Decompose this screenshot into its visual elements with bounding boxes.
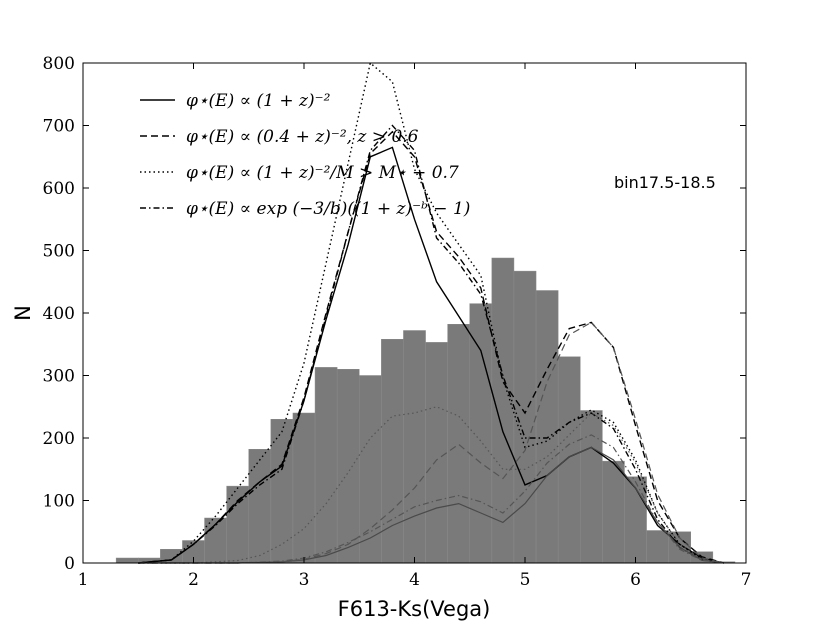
legend-label: φ⋆(E) ∝ (0.4 + z)⁻², z > 0.6 bbox=[186, 127, 419, 147]
legend-label: φ⋆(E) ∝ exp (−3/b)((1 + z)⁻ᵇ − 1) bbox=[186, 199, 470, 219]
histogram-bar bbox=[359, 375, 382, 564]
x-tick-label: 5 bbox=[520, 570, 531, 590]
y-axis-ticks: 0 100 200 300 400 500 600 700 800 bbox=[43, 54, 746, 574]
legend: φ⋆(E) ∝ (1 + z)⁻² φ⋆(E) ∝ (0.4 + z)⁻², z … bbox=[140, 91, 470, 219]
x-tick-label: 4 bbox=[409, 570, 420, 590]
histogram-bars bbox=[115, 257, 736, 564]
y-tick-label: 600 bbox=[43, 179, 75, 199]
histogram-bar bbox=[403, 330, 426, 564]
histogram-bar bbox=[535, 290, 559, 564]
x-tick-label: 2 bbox=[188, 570, 199, 590]
histogram-bar bbox=[226, 485, 249, 564]
series-line-5 bbox=[138, 321, 725, 564]
x-axis-label: F613-Ks(Vega) bbox=[338, 597, 491, 621]
histogram-bar bbox=[447, 324, 470, 564]
histogram-bar bbox=[469, 303, 493, 564]
histogram-bar bbox=[248, 449, 272, 564]
x-tick-label: 1 bbox=[78, 570, 89, 590]
series-line-0 bbox=[138, 146, 725, 564]
series-line-3 bbox=[138, 124, 724, 564]
histogram-bar bbox=[646, 530, 669, 564]
y-tick-label: 700 bbox=[43, 117, 75, 137]
x-tick-label: 6 bbox=[630, 570, 641, 590]
bin-annotation: bin17.5-18.5 bbox=[614, 173, 716, 192]
series-line-4 bbox=[138, 446, 724, 564]
y-tick-label: 400 bbox=[43, 304, 75, 324]
legend-label: φ⋆(E) ∝ (1 + z)⁻² bbox=[186, 91, 331, 111]
histogram-bar bbox=[624, 476, 647, 564]
legend-label: φ⋆(E) ∝ (1 + z)⁻²/M > M⋆ − 0.7 bbox=[186, 163, 459, 183]
x-tick-label: 3 bbox=[299, 570, 310, 590]
histogram-bar bbox=[292, 412, 316, 564]
histogram-bar bbox=[425, 342, 448, 564]
y-tick-label: 100 bbox=[43, 492, 75, 512]
series-line-6 bbox=[138, 406, 724, 564]
y-tick-label: 200 bbox=[43, 429, 75, 449]
y-tick-label: 300 bbox=[43, 367, 75, 387]
y-axis-label: N bbox=[11, 305, 35, 321]
histogram-bar bbox=[491, 257, 515, 564]
histogram-bar bbox=[115, 557, 139, 564]
series-line-7 bbox=[138, 434, 724, 564]
histogram-bar bbox=[557, 356, 581, 564]
histogram-bar bbox=[580, 410, 603, 564]
model-curves bbox=[138, 61, 725, 564]
histogram-bar bbox=[336, 369, 360, 564]
series-line-1 bbox=[138, 130, 725, 564]
x-tick-label: 7 bbox=[741, 570, 752, 590]
histogram-bar bbox=[314, 367, 338, 564]
histogram-bar bbox=[602, 460, 625, 564]
y-tick-label: 500 bbox=[43, 242, 75, 262]
x-axis-ticks: 1 2 3 4 5 6 7 bbox=[78, 63, 752, 590]
y-tick-label: 800 bbox=[43, 54, 75, 74]
y-tick-label: 0 bbox=[64, 554, 75, 574]
